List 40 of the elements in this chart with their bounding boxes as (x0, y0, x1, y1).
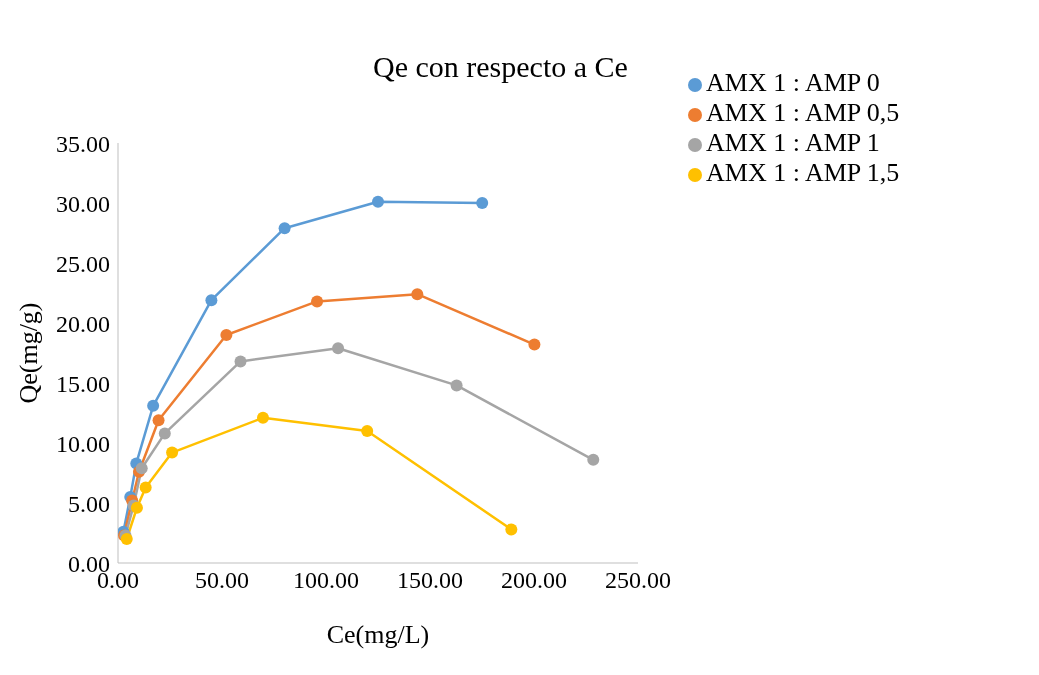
legend-label: AMX 1 : AMP 0,5 (706, 98, 900, 127)
y-tick-label: 15.00 (56, 370, 110, 397)
point (450, 379, 463, 392)
point (372, 195, 384, 208)
x-tick-label: 50.00 (195, 567, 249, 594)
y-tick-label: 5.00 (68, 490, 110, 517)
x-tick-label: 250.00 (605, 567, 671, 594)
legend-label: AMX 1 : AMP 1,5 (706, 158, 900, 187)
point (476, 197, 489, 209)
point (278, 222, 291, 235)
x-tick-label: 150.00 (397, 567, 463, 594)
point (120, 533, 133, 545)
point (166, 446, 179, 459)
point (205, 294, 218, 307)
point (152, 414, 165, 427)
point (411, 288, 424, 301)
y-tick-label: 25.00 (56, 250, 110, 277)
point (361, 425, 374, 437)
point (147, 399, 160, 412)
point (587, 453, 600, 466)
point (332, 342, 345, 355)
point (234, 355, 247, 368)
y-axis-title: Qe(mg/g) (14, 302, 44, 404)
point (528, 338, 541, 351)
x-tick-label: 100.00 (293, 567, 359, 594)
x-axis-title: Ce(mg/L) (326, 620, 430, 649)
y-tick-label: 10.00 (56, 430, 110, 457)
point (256, 411, 269, 424)
point (220, 329, 233, 341)
point (139, 481, 152, 494)
chart-title: Qe con respecto a Ce (373, 50, 628, 84)
x-tick-label: 200.00 (501, 567, 567, 594)
y-tick-label: 20.00 (56, 310, 110, 337)
y-tick-label: 35.00 (56, 130, 110, 157)
legend-label: AMX 1 : AMP 1 (706, 128, 880, 157)
point (505, 523, 518, 536)
y-tick-label: 30.00 (56, 190, 110, 217)
legend-label: AMX 1 : AMP 0 (706, 68, 880, 97)
point (158, 427, 171, 440)
point (311, 295, 324, 308)
